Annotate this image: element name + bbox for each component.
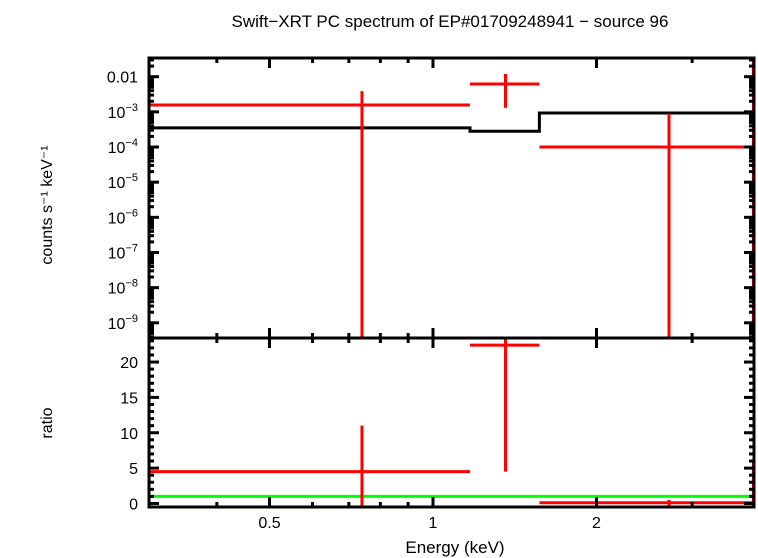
y-tick-base: 10 [108,140,126,157]
y-tick-label: 10−9 [108,313,138,333]
y-tick-label: 20 [120,355,138,372]
y-tick-label: 0 [129,496,138,513]
y-tick-exponent: −7 [125,242,138,254]
y-axis-label-top: counts s⁻¹ keV⁻¹ [39,145,56,264]
y-tick-base: 10 [108,175,126,192]
y-tick-label: 10−7 [108,242,138,262]
y-tick-exponent: −6 [125,207,138,219]
y-tick-base: 10 [108,281,126,298]
y-tick-exponent: −5 [125,172,138,184]
y-tick-exponent: −4 [125,137,138,149]
y-tick-label: 10−6 [108,207,138,227]
y-tick-label: 15 [120,390,138,407]
y-tick-base: 10 [108,245,126,262]
x-axis-label: Energy (keV) [405,538,504,557]
y-tick-base: 10 [108,210,126,227]
spectrum-panel-frame [147,56,756,340]
y-tick-label: 10−5 [108,172,138,192]
y-tick-base: 10 [108,316,126,333]
x-tick-label: 1 [429,515,438,532]
x-tick-label: 0.5 [258,515,280,532]
chart-marks: 0.5 1 20.0110−310−410−510−610−710−810−9051… [107,56,756,532]
y-tick-exponent: −9 [125,313,138,325]
y-tick-label: 10−4 [108,137,138,157]
y-tick-label: 5 [129,461,138,478]
model-line [149,111,753,133]
y-axis-label-bottom: ratio [39,407,56,438]
chart-title: Swift−XRT PC spectrum of EP#01709248941 … [232,12,669,31]
y-tick-exponent: −3 [125,102,138,114]
y-tick-base: 0.01 [107,70,138,87]
y-tick-label: 0.01 [107,70,138,87]
y-tick-label: 10 [120,426,138,443]
ratio-panel-frame [147,336,756,509]
y-tick-label: 10−3 [108,102,138,122]
y-axis-label-top-text: counts s⁻¹ keV⁻¹ [39,145,56,264]
y-tick-label: 10−8 [108,278,138,298]
y-tick-base: 10 [108,105,126,122]
y-tick-exponent: −8 [125,278,138,290]
x-tick-label: 2 [592,515,601,532]
